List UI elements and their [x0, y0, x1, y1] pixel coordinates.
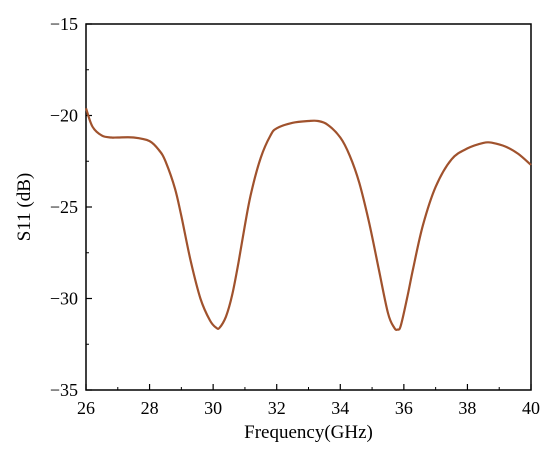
plot-frame [85, 23, 532, 391]
y-tick-label: −20 [50, 106, 78, 126]
x-tick-label: 32 [268, 398, 286, 418]
x-tick-label: 26 [77, 398, 95, 418]
x-axis-title: Frequency(GHz) [244, 422, 373, 443]
x-tick-label: 28 [141, 398, 159, 418]
x-tick-label: 40 [522, 398, 540, 418]
x-tick-label: 34 [331, 398, 349, 418]
series-line [84, 107, 532, 331]
x-tick-label: 36 [395, 398, 413, 418]
y-axis: −35 −30 −25 −20 −15 [50, 14, 92, 400]
x-axis: 26 28 30 32 34 36 38 40 [77, 384, 540, 418]
x-tick-label: 38 [458, 398, 476, 418]
y-tick-label: −25 [50, 197, 78, 217]
y-tick-label: −30 [50, 289, 78, 309]
series-layer [84, 107, 532, 331]
y-tick-label: −35 [50, 380, 78, 400]
y-axis-title: S11 (dB) [14, 173, 35, 241]
x-tick-label: 30 [204, 398, 222, 418]
plot-area [85, 23, 532, 391]
y-tick-label: −15 [50, 14, 78, 34]
